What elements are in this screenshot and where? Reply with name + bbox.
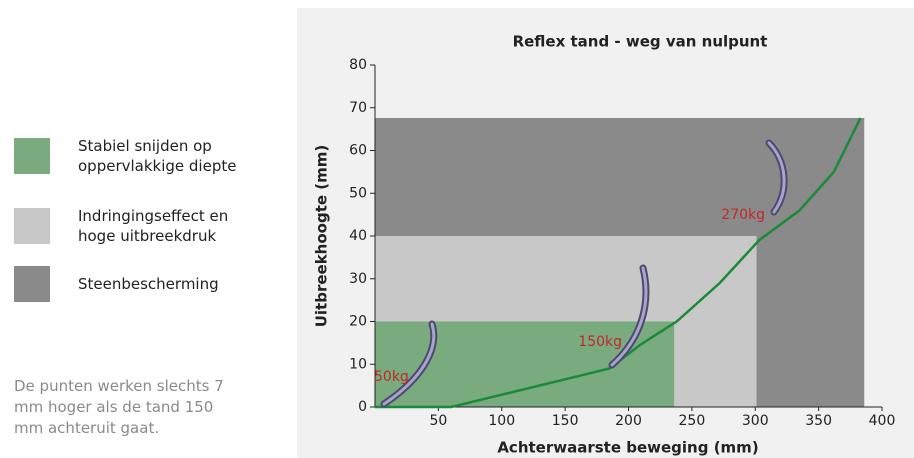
legend-item: Stabiel snijden op oppervlakkige diepte (14, 136, 268, 176)
legend-item: Steenbescherming (14, 266, 268, 302)
x-tick-label: 150 (552, 413, 579, 429)
x-tick-label: 100 (488, 413, 515, 429)
y-tick-label: 70 (349, 100, 367, 116)
legend-swatch (14, 138, 50, 174)
annotation: 50kg (374, 369, 409, 385)
legend-label: Indringingseffect en hoge uitbreekdruk (78, 207, 229, 245)
y-tick-label: 20 (349, 314, 367, 330)
tooth-icon (382, 322, 436, 406)
x-tick-label: 400 (869, 413, 896, 429)
annotation: 150kg (578, 334, 622, 350)
y-tick-label: 40 (349, 228, 367, 244)
y-axis-label: Uitbreekhoogte (mm) (313, 145, 331, 328)
y-tick-label: 80 (349, 57, 367, 73)
legend-label: Steenbescherming (78, 275, 219, 293)
x-tick-label: 300 (742, 413, 769, 429)
zone (375, 321, 675, 407)
note: De punten werken slechts 7 mm hoger als … (14, 377, 224, 437)
x-axis-label: Achterwaarste beweging (mm) (497, 439, 758, 457)
y-tick-label: 50 (349, 185, 367, 201)
legend-item: Indringingseffect en hoge uitbreekdruk (14, 206, 268, 246)
x-tick-label: 350 (805, 413, 832, 429)
line (375, 117, 862, 409)
y-tick-label: 0 (358, 399, 367, 415)
tooth-icon (767, 141, 786, 214)
x-tick-label: 200 (615, 413, 642, 429)
x-tick-label: 250 (679, 413, 706, 429)
tooth-icon (610, 266, 648, 367)
chart-title: Reflex tand - weg van nulpunt (513, 33, 768, 51)
x-tick-label: 50 (429, 413, 447, 429)
y-tick-label: 10 (349, 356, 367, 372)
tooth-icons (380, 139, 788, 408)
legend-label: Stabiel snijden op oppervlakkige diepte (78, 137, 237, 175)
legend-swatch (14, 266, 50, 302)
y-tick-label: 30 (349, 271, 367, 287)
annotation: 270kg (721, 207, 765, 223)
legend-swatch (14, 208, 50, 244)
y-tick-label: 60 (349, 143, 367, 159)
